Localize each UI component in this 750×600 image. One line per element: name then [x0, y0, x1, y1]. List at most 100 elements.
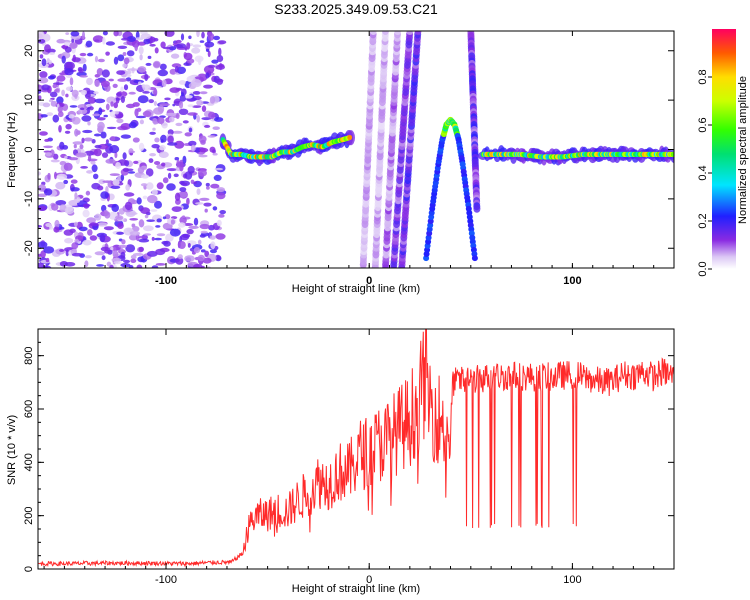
noise-blob [125, 244, 136, 253]
noise-blob [70, 31, 80, 37]
noise-blob [121, 239, 126, 245]
noise-blob [178, 222, 186, 228]
noise-blob [39, 131, 48, 136]
noise-blob [188, 140, 197, 147]
noise-blob [104, 211, 111, 219]
noise-blob [180, 233, 190, 241]
noise-blob [55, 200, 67, 206]
noise-blob [179, 163, 184, 172]
noise-blob [85, 190, 91, 196]
noise-blob [136, 107, 142, 112]
noise-blob [74, 128, 79, 137]
noise-blob [157, 105, 165, 113]
noise-blob [144, 214, 149, 219]
y-tick-label: 600 [23, 400, 35, 418]
noise-blob [52, 83, 58, 89]
noise-blob [193, 247, 200, 254]
noise-blob [38, 88, 42, 94]
noise-blob [188, 225, 199, 229]
noise-blob [110, 185, 121, 189]
noise-blob [120, 251, 126, 259]
noise-blob [57, 106, 63, 113]
noise-blob [132, 102, 140, 107]
noise-blob [149, 153, 157, 157]
noise-blob [75, 152, 87, 158]
noise-blob [50, 100, 58, 107]
noise-blob [174, 192, 181, 201]
noise-blob [177, 254, 183, 260]
noise-blob [69, 77, 74, 86]
noise-blob [102, 37, 106, 45]
noise-blob [210, 241, 216, 249]
noise-blob [73, 221, 78, 227]
noise-blob [105, 51, 110, 56]
noise-blob [129, 218, 139, 221]
noise-blob [212, 126, 220, 130]
noise-blob [168, 116, 175, 123]
noise-blob [110, 246, 114, 251]
noise-blob [92, 113, 100, 117]
noise-blob [212, 206, 218, 211]
noise-blob [86, 170, 93, 174]
noise-blob [123, 57, 130, 65]
snr-ticks: -100 0 100 0 200 400 600 800 [23, 328, 675, 586]
spectrogram-streak-4 [359, 31, 377, 268]
noise-blob [130, 258, 137, 263]
x-tick-label: 0 [366, 574, 372, 586]
noise-blob [214, 167, 223, 171]
noise-blob [196, 31, 200, 38]
noise-blob [54, 88, 60, 93]
noise-blob [42, 102, 51, 108]
noise-blob [45, 152, 52, 157]
noise-blob [110, 136, 116, 141]
noise-blob [190, 179, 195, 184]
noise-blob [138, 46, 144, 55]
noise-blob [200, 230, 208, 234]
noise-blob [197, 254, 205, 262]
streak-dot [382, 31, 389, 35]
noise-blob [154, 86, 162, 89]
noise-blob [159, 103, 171, 107]
noise-blob [122, 52, 127, 56]
x-tick-label: 100 [563, 275, 581, 287]
noise-blob [198, 154, 208, 158]
noise-blob [96, 117, 106, 121]
noise-blob [97, 58, 105, 63]
noise-blob [196, 188, 201, 195]
colorbar-tick-label: 0.0 [697, 261, 709, 276]
noise-blob [105, 41, 115, 46]
noise-blob [62, 145, 69, 150]
noise-blob [54, 219, 60, 229]
noise-blob [175, 122, 183, 127]
noise-blob [156, 218, 162, 223]
noise-blob [186, 228, 194, 235]
arc-dot [471, 255, 478, 262]
snr-plot-area [38, 329, 674, 569]
noise-blob [157, 117, 165, 124]
noise-blob [79, 75, 88, 78]
noise-blob [87, 121, 91, 126]
noise-blob [116, 118, 124, 124]
noise-blob [171, 216, 178, 220]
noise-blob [83, 137, 93, 142]
noise-blob [184, 132, 192, 137]
noise-blob [142, 91, 150, 94]
spectrogram-ylabel: Frequency (Hz) [6, 112, 18, 188]
noise-blob [59, 249, 65, 252]
noise-blob [68, 157, 79, 161]
noise-blob [155, 248, 166, 256]
noise-blob [209, 96, 216, 104]
noise-blob [180, 182, 188, 186]
noise-blob [91, 164, 98, 173]
noise-blob [45, 257, 50, 263]
noise-blob [156, 233, 166, 237]
noise-blob [164, 97, 171, 101]
noise-blob [204, 41, 215, 48]
y-tick-label: -10 [23, 191, 35, 207]
snr-ylabel: SNR (10 * v/v) [6, 415, 18, 485]
noise-blob [38, 205, 47, 211]
x-tick-label: 0 [366, 275, 372, 287]
noise-blob [72, 54, 77, 63]
noise-blob [100, 80, 110, 88]
noise-blob [89, 235, 98, 241]
